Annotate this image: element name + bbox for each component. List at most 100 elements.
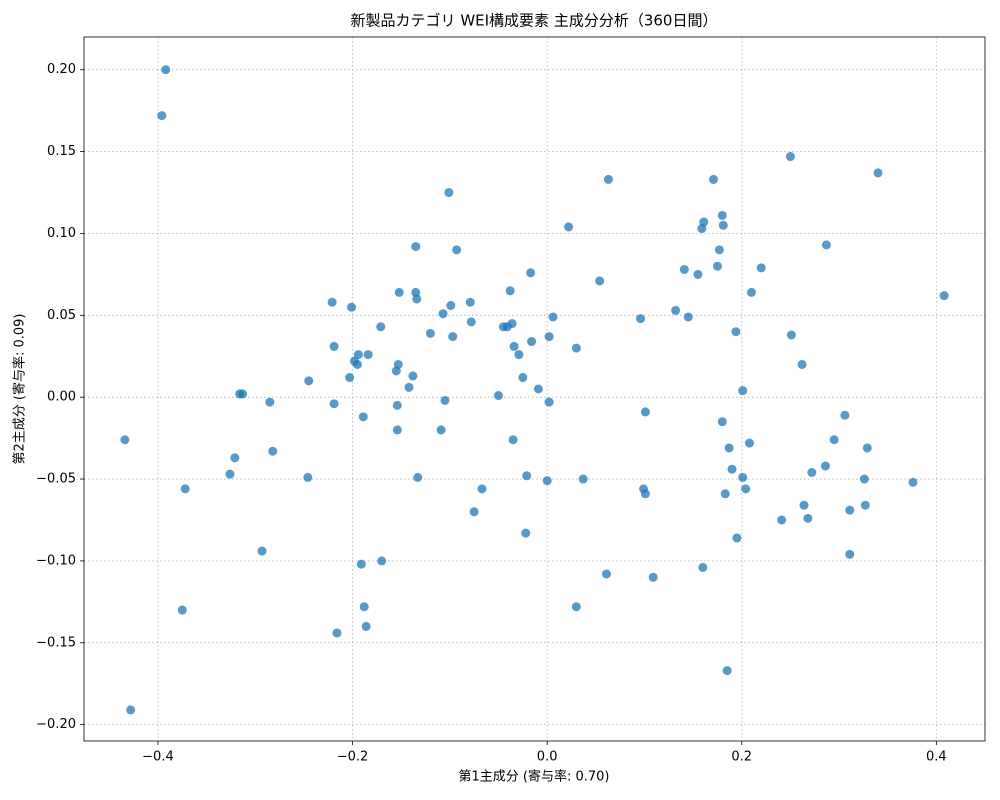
point [873, 168, 883, 178]
point [392, 425, 402, 435]
point [440, 395, 450, 405]
point [544, 332, 554, 342]
point [603, 174, 613, 184]
point [821, 240, 831, 250]
x-tick-label: 0.0 [537, 750, 558, 765]
point [731, 327, 741, 337]
point [845, 505, 855, 515]
point [161, 65, 171, 75]
point [714, 245, 724, 255]
point [332, 628, 342, 638]
y-tick-label: 0.10 [47, 226, 76, 241]
point [438, 309, 448, 319]
x-tick-label: −0.2 [337, 750, 369, 765]
point [329, 399, 339, 409]
point [862, 443, 872, 453]
point [717, 417, 727, 427]
point [738, 472, 748, 482]
point [732, 533, 742, 543]
point [521, 528, 531, 538]
point [548, 312, 558, 322]
point [745, 438, 755, 448]
point [452, 245, 462, 255]
point [392, 400, 402, 410]
point [939, 291, 949, 301]
point [514, 350, 524, 360]
point [353, 350, 363, 360]
point [356, 559, 366, 569]
point [717, 210, 727, 220]
point [363, 350, 373, 360]
plot-frame [83, 36, 986, 742]
chart-title: 新製品カテゴリ WEI構成要素 主成分分析（360日間） [351, 12, 718, 30]
point [777, 515, 787, 525]
point [376, 322, 386, 332]
point [722, 666, 732, 676]
point [518, 373, 528, 383]
point [446, 301, 456, 311]
x-axis-label: 第1主成分 (寄与率: 0.70) [458, 769, 609, 785]
point [509, 341, 519, 351]
point [268, 446, 278, 456]
point [327, 297, 337, 307]
point [720, 489, 730, 499]
y-tick-label: −0.05 [36, 472, 76, 487]
y-tick-label: 0.00 [47, 390, 76, 405]
x-tick-label: 0.4 [926, 750, 947, 765]
point [377, 556, 387, 566]
point [859, 474, 869, 484]
y-tick-label: 0.20 [47, 62, 76, 77]
y-tick-label: 0.05 [47, 308, 76, 323]
point [477, 484, 487, 494]
point [465, 297, 475, 307]
point [505, 286, 515, 296]
point [724, 443, 734, 453]
point [411, 242, 421, 252]
point [699, 217, 709, 227]
point [225, 469, 235, 479]
point [648, 572, 658, 582]
point [444, 188, 454, 198]
point [361, 621, 371, 631]
point [230, 453, 240, 463]
x-tick-label: −0.4 [142, 750, 174, 765]
point [544, 397, 554, 407]
point [238, 389, 248, 399]
point [845, 549, 855, 559]
point [738, 386, 748, 396]
point [820, 461, 830, 471]
y-tick-label: −0.10 [36, 553, 76, 568]
point [507, 319, 517, 329]
point [840, 410, 850, 420]
point [803, 513, 813, 523]
point [571, 602, 581, 612]
point [786, 330, 796, 340]
point [177, 605, 187, 615]
point [908, 477, 918, 487]
point [425, 328, 435, 338]
point [265, 397, 275, 407]
point [257, 546, 267, 556]
point [126, 705, 136, 715]
point [448, 332, 458, 342]
point [799, 500, 809, 510]
point [120, 435, 130, 445]
point [359, 602, 369, 612]
point [636, 314, 646, 324]
y-axis-label: 第2主成分 (寄与率: 0.09) [12, 313, 28, 464]
point [797, 359, 807, 369]
point [352, 359, 362, 369]
point [860, 500, 870, 510]
point [304, 376, 314, 386]
point [829, 435, 839, 445]
point [640, 489, 650, 499]
point [345, 373, 355, 383]
point [404, 382, 414, 392]
point [527, 337, 537, 347]
point [564, 222, 574, 232]
point [394, 287, 404, 297]
point [807, 467, 817, 477]
point [436, 425, 446, 435]
x-tick-label: 0.2 [731, 750, 752, 765]
